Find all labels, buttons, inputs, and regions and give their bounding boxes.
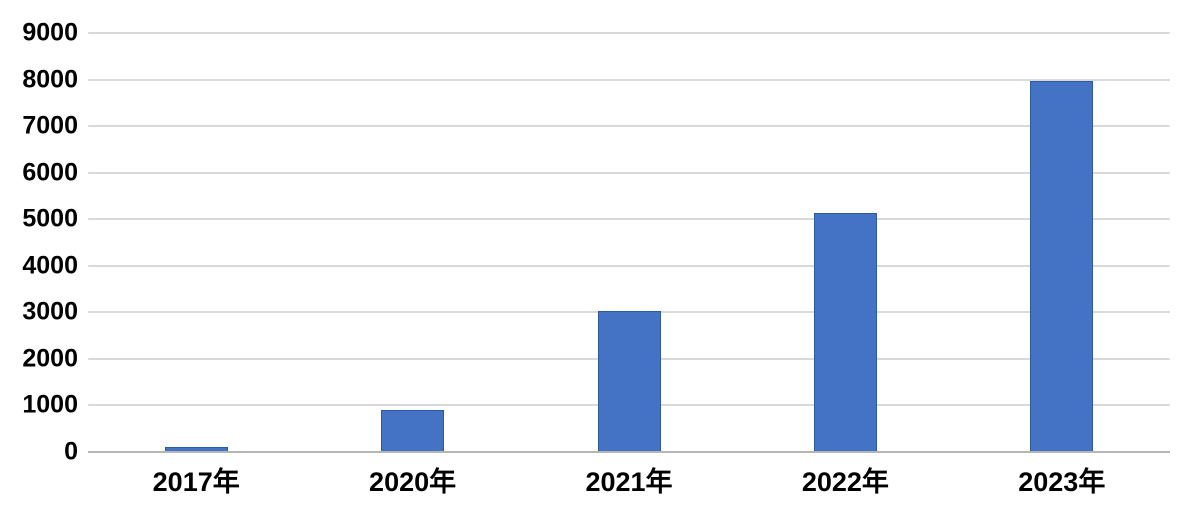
y-tick-label: 0 bbox=[64, 437, 78, 466]
gridline bbox=[88, 32, 1170, 34]
x-tick-label: 2017年 bbox=[152, 467, 240, 497]
y-tick-label: 1000 bbox=[22, 390, 78, 419]
bar-2022年 bbox=[813, 213, 877, 452]
y-tick-label: 4000 bbox=[22, 251, 78, 280]
x-tick-label: 2020年 bbox=[369, 467, 457, 497]
x-tick-label: 2023年 bbox=[1018, 467, 1106, 497]
y-tick-label: 2000 bbox=[22, 344, 78, 373]
bar-2021年 bbox=[597, 310, 661, 452]
x-tick-label: 2021年 bbox=[585, 467, 673, 497]
y-tick-label: 3000 bbox=[22, 297, 78, 326]
y-tick-label: 8000 bbox=[22, 65, 78, 94]
x-tick-label: 2022年 bbox=[801, 467, 889, 497]
y-tick-label: 6000 bbox=[22, 158, 78, 187]
bar-2023年 bbox=[1030, 81, 1094, 452]
y-tick-label: 9000 bbox=[22, 18, 78, 47]
x-axis-line bbox=[88, 451, 1170, 453]
y-tick-label: 7000 bbox=[22, 111, 78, 140]
bar-2020年 bbox=[381, 410, 445, 452]
y-tick-label: 5000 bbox=[22, 204, 78, 233]
gridline bbox=[88, 218, 1170, 221]
gridline bbox=[88, 264, 1170, 267]
gridline bbox=[88, 171, 1170, 174]
gridline bbox=[88, 78, 1170, 81]
gridline bbox=[88, 125, 1170, 128]
